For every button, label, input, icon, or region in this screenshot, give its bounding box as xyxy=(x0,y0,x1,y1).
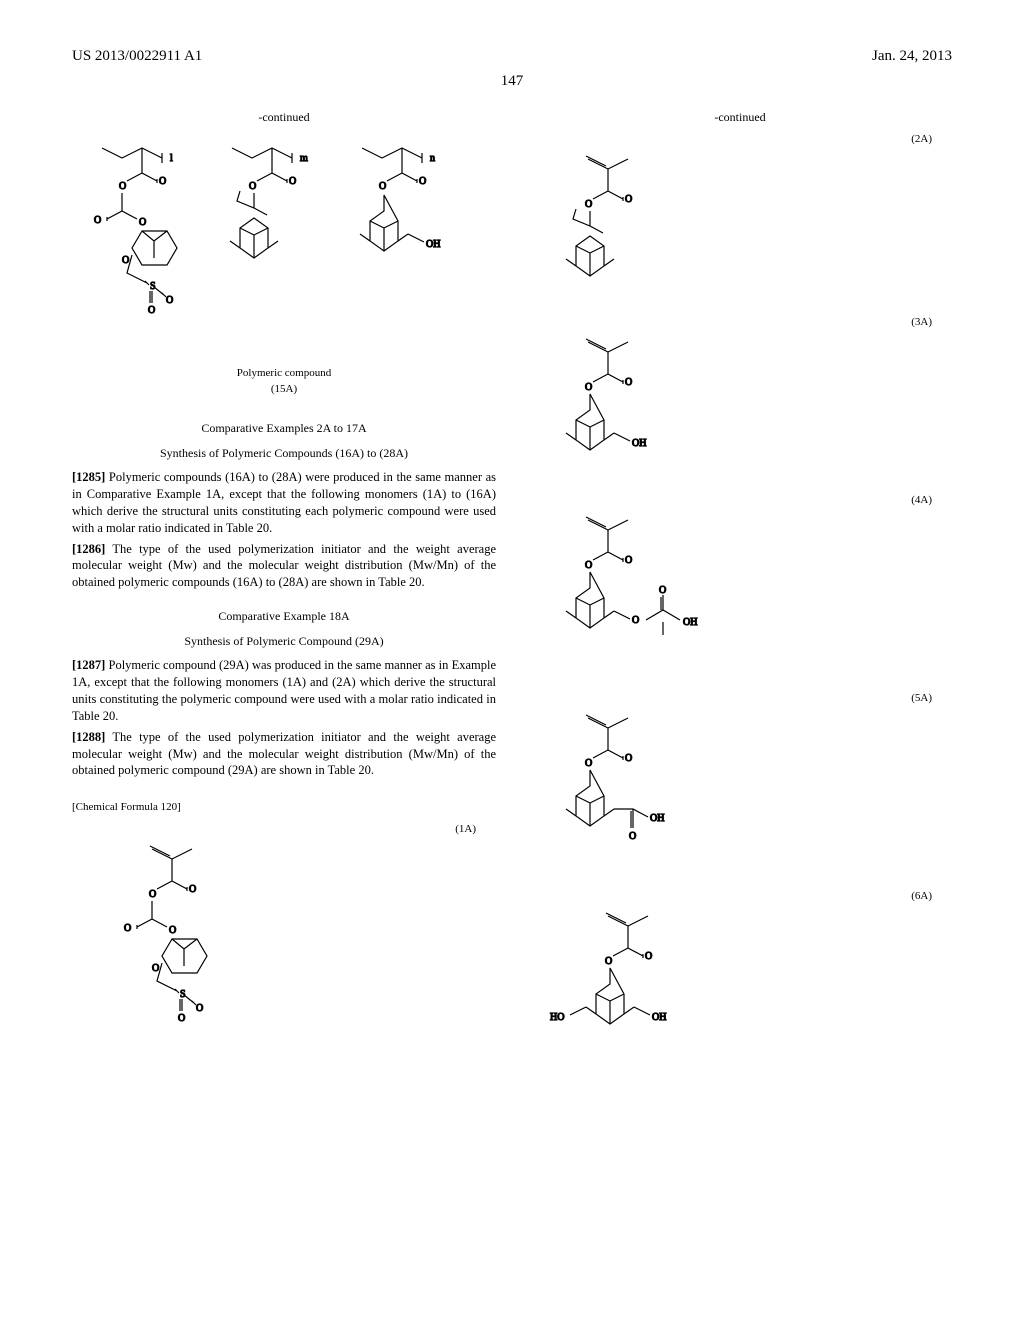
structure-5a-svg: O O OH O xyxy=(528,708,748,878)
para-1287-text: Polymeric compound (29A) was produced in… xyxy=(72,658,496,723)
chem-formula-120-label: [Chemical Formula 120] xyxy=(72,801,496,813)
svg-text:O: O xyxy=(196,1003,203,1014)
svg-text:n: n xyxy=(430,153,435,164)
svg-text:O: O xyxy=(159,176,166,187)
svg-text:O: O xyxy=(379,181,386,192)
compound-6a-label: (6A) xyxy=(528,890,952,902)
svg-text:O: O xyxy=(189,884,196,895)
figure-3a: O O OH xyxy=(528,332,952,482)
publication-number: US 2013/0022911 A1 xyxy=(72,48,202,65)
svg-text:O: O xyxy=(625,555,632,566)
para-1288-num: [1288] xyxy=(72,730,105,744)
para-1288: [1288] The type of the used polymerizati… xyxy=(72,729,496,780)
publication-date: Jan. 24, 2013 xyxy=(872,48,952,65)
svg-text:O: O xyxy=(585,199,592,210)
figure-4a: O O O O OH xyxy=(528,510,952,680)
svg-text:O: O xyxy=(625,753,632,764)
patent-page: US 2013/0022911 A1 Jan. 24, 2013 147 -co… xyxy=(0,0,1024,1320)
continued-label-right: -continued xyxy=(528,110,952,125)
comparative-heading: Comparative Examples 2A to 17A xyxy=(72,421,496,436)
synthesis-heading-2: Synthesis of Polymeric Compound (29A) xyxy=(72,634,496,649)
svg-text:OH: OH xyxy=(683,617,697,628)
svg-text:OH: OH xyxy=(650,813,664,824)
two-column-layout: -continued l O O O O xyxy=(72,110,952,1068)
svg-text:O: O xyxy=(585,382,592,393)
figure-15a-subcaption: (15A) xyxy=(72,383,496,395)
synthesis-heading-1: Synthesis of Polymeric Compounds (16A) t… xyxy=(72,446,496,461)
svg-text:O: O xyxy=(585,758,592,769)
figure-6a: O O HO OH xyxy=(528,906,952,1056)
svg-text:O: O xyxy=(169,925,176,936)
svg-text:O: O xyxy=(124,923,131,934)
page-header: US 2013/0022911 A1 Jan. 24, 2013 xyxy=(72,48,952,65)
svg-text:O: O xyxy=(625,377,632,388)
structure-4a-svg: O O O O OH xyxy=(528,510,788,680)
left-column: -continued l O O O O xyxy=(72,110,496,1068)
figure-2a: O O xyxy=(528,149,952,304)
svg-text:O: O xyxy=(119,181,126,192)
svg-text:OH: OH xyxy=(652,1012,666,1023)
svg-text:O: O xyxy=(625,194,632,205)
para-1286-num: [1286] xyxy=(72,542,105,556)
para-1285-text: Polymeric compounds (16A) to (28A) were … xyxy=(72,470,496,535)
para-1287: [1287] Polymeric compound (29A) was prod… xyxy=(72,657,496,725)
figure-15a: l O O O O O S xyxy=(72,133,496,395)
svg-text:O: O xyxy=(419,176,426,187)
comparative-18a-heading: Comparative Example 18A xyxy=(72,609,496,624)
svg-text:O: O xyxy=(94,215,101,226)
compound-2a-label: (2A) xyxy=(528,133,952,145)
svg-text:l: l xyxy=(170,153,173,164)
svg-text:O: O xyxy=(249,181,256,192)
svg-text:O: O xyxy=(585,560,592,571)
svg-text:S: S xyxy=(150,281,156,292)
para-1285: [1285] Polymeric compounds (16A) to (28A… xyxy=(72,469,496,537)
structure-2a-svg: O O xyxy=(528,149,748,304)
compound-4a-label: (4A) xyxy=(528,494,952,506)
svg-text:m: m xyxy=(300,153,308,164)
compound-1a-label: (1A) xyxy=(72,823,496,835)
svg-text:O: O xyxy=(289,176,296,187)
svg-text:O: O xyxy=(148,305,155,316)
structure-3a-svg: O O OH xyxy=(528,332,748,482)
structure-15a-svg: l O O O O O S xyxy=(72,133,492,363)
para-1286: [1286] The type of the used polymerizati… xyxy=(72,541,496,592)
figure-1a: O O O O O S O O xyxy=(72,839,496,1049)
para-1286-text: The type of the used polymerization init… xyxy=(72,542,496,590)
svg-text:HO: HO xyxy=(550,1012,564,1023)
page-number: 147 xyxy=(72,73,952,90)
svg-text:O: O xyxy=(149,889,156,900)
figure-5a: O O OH O xyxy=(528,708,952,878)
svg-text:O: O xyxy=(152,963,159,974)
figure-15a-caption: Polymeric compound xyxy=(72,367,496,379)
svg-text:O: O xyxy=(605,956,612,967)
continued-label: -continued xyxy=(72,110,496,125)
structure-1a-svg: O O O O O S O O xyxy=(72,839,312,1049)
svg-text:O: O xyxy=(632,615,639,626)
structure-6a-svg: O O HO OH xyxy=(528,906,748,1056)
svg-text:O: O xyxy=(659,585,666,596)
svg-text:O: O xyxy=(645,951,652,962)
para-1288-text: The type of the used polymerization init… xyxy=(72,730,496,778)
svg-text:O: O xyxy=(178,1013,185,1024)
svg-text:OH: OH xyxy=(426,239,440,250)
svg-text:OH: OH xyxy=(632,438,646,449)
compound-3a-label: (3A) xyxy=(528,316,952,328)
para-1285-num: [1285] xyxy=(72,470,105,484)
svg-text:O: O xyxy=(122,255,129,266)
para-1287-num: [1287] xyxy=(72,658,105,672)
compound-5a-label: (5A) xyxy=(528,692,952,704)
svg-text:O: O xyxy=(139,217,146,228)
right-column: -continued (2A) O O (3A) xyxy=(528,110,952,1068)
svg-text:S: S xyxy=(180,989,186,1000)
svg-text:O: O xyxy=(166,295,173,306)
svg-text:O: O xyxy=(629,831,636,842)
